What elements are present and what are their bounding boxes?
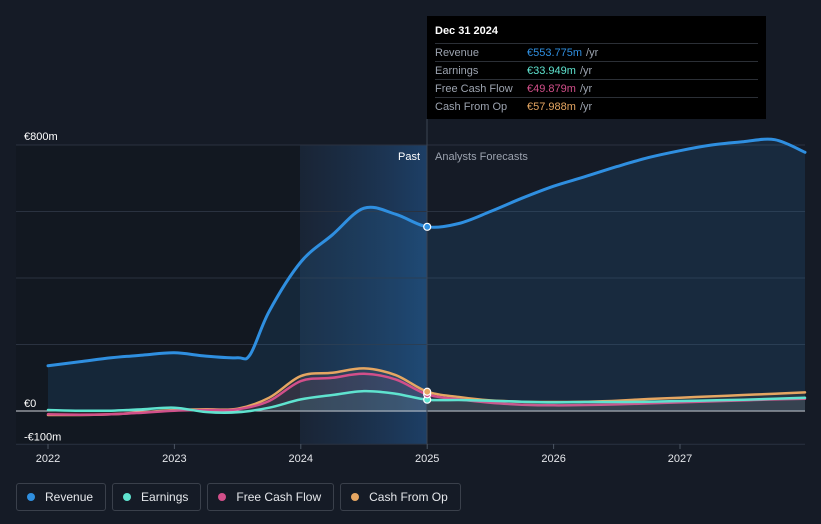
x-axis-labels: 2022 2023 2024 2025 2026 2027: [36, 444, 692, 465]
data-tooltip: Dec 31 2024 Revenue €553.775m/yr Earnings €…: [427, 16, 766, 119]
y-tick-label: €0: [24, 398, 36, 410]
past-label: Past: [398, 151, 420, 163]
tooltip-series-name: Free Cash Flow: [435, 82, 513, 95]
legend-dot-icon: [351, 493, 360, 501]
tooltip-series-name: Revenue: [435, 46, 480, 59]
tooltip-series-value: €553.775m: [527, 46, 583, 59]
past-region-dark: [16, 145, 300, 444]
y-tick-label: -€100m: [24, 431, 61, 443]
x-tick-label: 2023: [162, 453, 186, 465]
tooltip-series-name: Earnings: [435, 64, 479, 77]
tooltip-unit: /yr: [579, 100, 593, 113]
legend-label: Earnings: [141, 490, 189, 504]
marker-cash-from-op: [423, 387, 432, 396]
past-highlight-region: [300, 145, 427, 444]
chart-legend: Revenue Earnings Free Cash Flow Cash From O…: [16, 483, 461, 511]
legend-dot-icon: [123, 493, 132, 501]
legend-label: Revenue: [45, 490, 94, 504]
y-tick-label: €800m: [24, 131, 58, 143]
legend-label: Free Cash Flow: [236, 490, 322, 504]
tooltip-series-value: €57.988m: [527, 100, 576, 113]
tooltip-series-name: Cash From Op: [435, 100, 508, 113]
tooltip-rows: Revenue €553.775m/yr Earnings €33.949m/yr Fr…: [435, 43, 758, 115]
tooltip-unit: /yr: [579, 64, 593, 77]
tooltip-row: Free Cash Flow €49.879m/yr: [435, 79, 758, 97]
tooltip-row: Earnings €33.949m/yr: [435, 61, 758, 79]
legend-item-free-cash-flow[interactable]: Free Cash Flow: [207, 483, 335, 511]
x-tick-label: 2022: [36, 453, 60, 465]
x-tick-label: 2024: [289, 453, 313, 465]
marker-revenue: [423, 222, 432, 231]
x-tick-label: 2026: [541, 453, 565, 465]
tooltip-series-value: €33.949m: [527, 64, 576, 77]
y-axis-labels: €800m €0 -€100m: [24, 131, 61, 443]
tooltip-row: Revenue €553.775m/yr: [435, 43, 758, 61]
tooltip-unit: /yr: [586, 46, 599, 59]
tooltip-unit: /yr: [579, 82, 593, 95]
series-line-revenue: [46, 137, 807, 368]
tooltip-markers: [423, 222, 432, 404]
x-tick-label: 2025: [415, 453, 439, 465]
tooltip-series-value: €49.879m: [527, 82, 576, 95]
legend-dot-icon: [218, 493, 227, 501]
legend-item-cash-from-op[interactable]: Cash From Op: [340, 483, 461, 511]
x-tick-label: 2027: [668, 453, 692, 465]
legend-dot-icon: [27, 493, 35, 501]
tooltip-date: Dec 31 2024: [435, 25, 498, 37]
forecast-label: Analysts Forecasts: [435, 151, 528, 163]
legend-item-earnings[interactable]: Earnings: [112, 483, 202, 511]
legend-label: Cash From Op: [369, 490, 448, 504]
legend-item-revenue[interactable]: Revenue: [16, 483, 107, 511]
tooltip-row: Cash From Op €57.988m/yr: [435, 97, 758, 115]
